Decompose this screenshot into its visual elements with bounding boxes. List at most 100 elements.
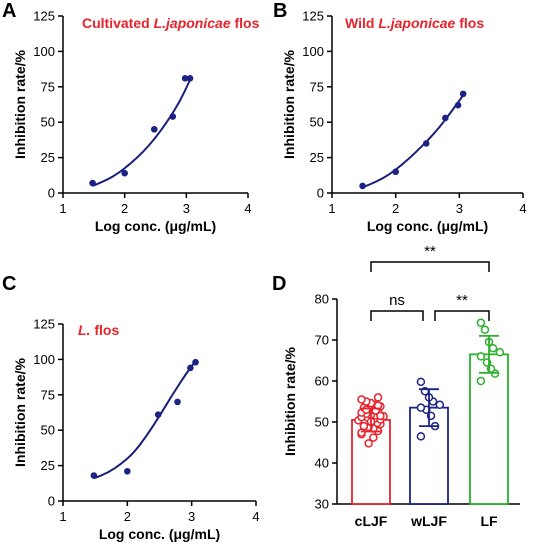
panel-a-data-point [121, 169, 128, 177]
panel-letter-a: A [2, 0, 16, 22]
panel-c-ylabel: Inhibition rate/% [12, 358, 28, 467]
panel-b-ytick-label: 75 [310, 79, 324, 94]
panel-b: B 0 25 50 75 100 125 1 2 3 4 Log conc. (μg/mL) Inhi… [273, 0, 527, 234]
panel-d-ylabel: Inhibition rate/% [282, 347, 298, 456]
panel-d-ytick-label: 50 [315, 415, 329, 430]
point-cLJF [376, 411, 385, 421]
panel-c-fit-curve [93, 360, 197, 480]
panel-c-title: L. flos [78, 322, 119, 338]
point-wLJF [416, 377, 426, 387]
panel-a-data-point [150, 125, 158, 133]
panel-c-title-italic: L. [78, 322, 90, 338]
panel-a-data-point [89, 179, 96, 187]
panel-c: C 0 25 50 75 100 125 1 2 3 4 Log conc. (μg/mL) Inhi… [2, 273, 260, 542]
panel-c-data-point [187, 364, 194, 372]
panel-d-ytick-label: 70 [315, 333, 329, 348]
panel-a-xtick-label: 3 [183, 201, 190, 216]
panel-a-data-point [169, 113, 177, 120]
panel-letter-b: B [273, 0, 287, 22]
significance-bracket [370, 261, 490, 272]
point-LF [476, 352, 486, 361]
panel-a-title-italic: L.japonicae [154, 15, 231, 31]
panel-b-data-point [392, 168, 399, 176]
panel-c-ytick-label: 50 [41, 423, 55, 438]
panel-a-xtick-label: 1 [59, 201, 66, 216]
significance-bracket [434, 310, 490, 321]
panel-b-ytick-label: 25 [310, 150, 324, 165]
panel-c-xtick-label: 2 [124, 509, 131, 524]
panel-a-fit-curve [92, 80, 191, 187]
panel-a-ytick-label: 125 [33, 9, 55, 24]
point-wLJF [416, 403, 426, 412]
panel-d-ytick-label: 80 [315, 292, 329, 307]
point-LF [495, 348, 505, 357]
panel-a-ytick-label: 100 [33, 44, 55, 59]
panel-b-xtick-label: 1 [328, 201, 335, 216]
panel-c-data-point [174, 398, 181, 406]
panel-letter-c: C [2, 273, 16, 295]
panel-a-ylabel: Inhibition rate/% [12, 50, 28, 159]
point-cLJF [373, 393, 383, 402]
panel-c-ytick-label: 0 [48, 494, 55, 509]
point-LF [476, 318, 486, 328]
point-wLJF [435, 400, 445, 410]
panel-b-title-prefix: Wild [345, 15, 378, 31]
panel-b-xtick-label: 2 [392, 201, 399, 216]
point-cLJF [369, 433, 378, 442]
panel-a-title-suffix: flos [231, 15, 260, 31]
panel-d-ytick-label: 40 [315, 456, 329, 471]
panel-c-ytick-label: 100 [33, 352, 55, 367]
panel-c-data-point [154, 411, 162, 418]
panel-b-ytick-label: 100 [302, 44, 324, 59]
panel-letter-d: D [272, 273, 286, 295]
panel-b-ytick-label: 0 [317, 186, 324, 201]
panel-a-xtick-label: 4 [244, 201, 251, 216]
panel-b-fit-curve [362, 94, 464, 189]
panel-b-ytick-label: 50 [310, 115, 324, 130]
panel-c-xtick-label: 4 [252, 509, 259, 524]
panel-c-data-point [192, 358, 199, 366]
panel-b-data-point [454, 101, 462, 109]
significance-label: ** [456, 292, 468, 309]
panel-a-xtick-label: 2 [121, 201, 128, 216]
panel-a-ytick-label: 75 [41, 79, 55, 94]
panel-c-xtick-label: 1 [59, 509, 66, 524]
panel-c-ytick-label: 25 [41, 458, 55, 473]
panel-d-category-cLJF: cLJF [355, 513, 388, 529]
point-LF [476, 376, 486, 386]
panel-b-ylabel: Inhibition rate/% [281, 50, 297, 159]
significance-bracket [370, 310, 424, 321]
panel-b-xtick-label: 4 [519, 201, 526, 216]
panel-a-data-point [186, 75, 194, 82]
point-cLJF [364, 439, 373, 448]
point-LF [480, 325, 490, 334]
panel-b-title-italic: L.japonicae [378, 15, 455, 31]
panel-b-data-point [442, 114, 449, 122]
panel-c-ytick-label: 125 [33, 317, 55, 332]
panel-a-ytick-label: 25 [41, 150, 55, 165]
panel-c-ytick-label: 75 [41, 387, 55, 402]
panel-b-data-point [422, 140, 430, 147]
point-cLJF [357, 395, 366, 404]
panel-b-ytick-label: 125 [302, 9, 324, 24]
point-cLJF [357, 428, 366, 437]
panel-d-ytick-label: 60 [315, 374, 329, 389]
panel-d-category-wLJF: wLJF [410, 513, 447, 529]
significance-label: ** [424, 243, 436, 260]
panel-a-xlabel: Log conc. (μg/mL) [95, 218, 216, 234]
panel-b-data-point [459, 90, 467, 98]
panel-c-xlabel: Log conc. (μg/mL) [99, 526, 220, 542]
panel-b-title-suffix: flos [455, 15, 484, 31]
panel-c-data-point [90, 472, 98, 479]
point-wLJF [416, 432, 426, 441]
panel-a-data-point [181, 75, 189, 82]
significance-label: ns [389, 292, 405, 309]
bar-LF [469, 353, 509, 505]
point-cLJF [362, 405, 371, 414]
panel-b-xtick-label: 3 [456, 201, 463, 216]
panel-a-ytick-label: 0 [48, 186, 55, 201]
panel-a-title-prefix: Cultivated [82, 15, 154, 31]
panel-a-title: Cultivated L.japonicae flos [82, 15, 260, 31]
panel-c-data-point [124, 467, 131, 475]
panel-c-xtick-label: 3 [188, 509, 195, 524]
